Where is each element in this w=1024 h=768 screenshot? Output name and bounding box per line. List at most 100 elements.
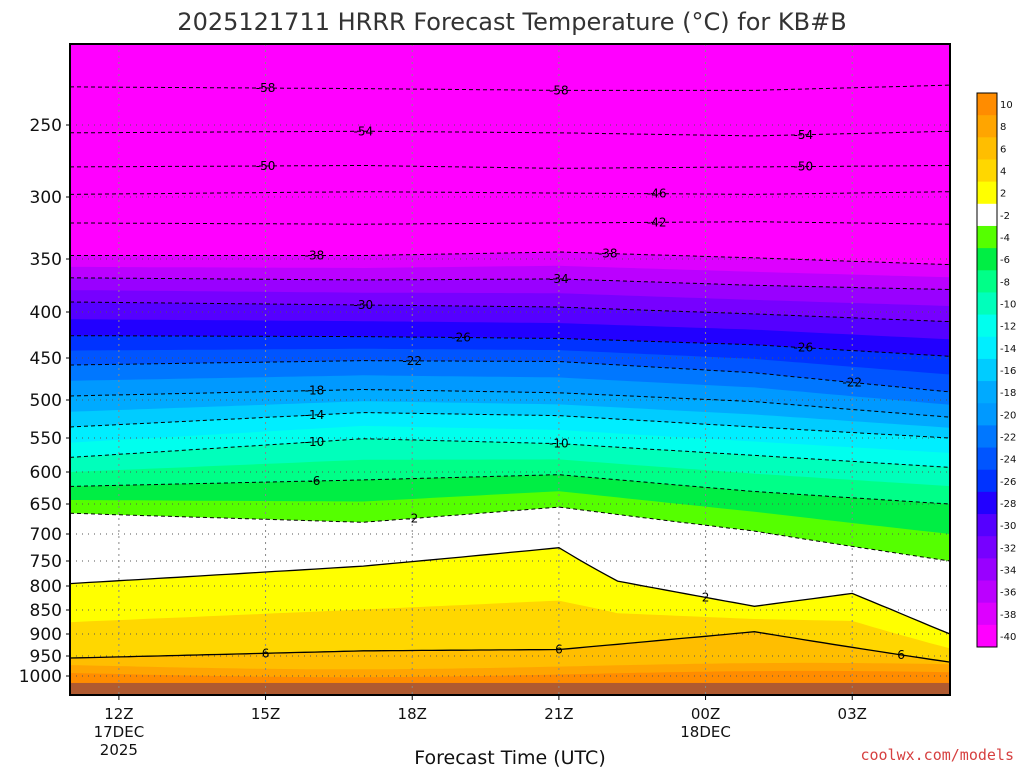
colorbar-cell: [977, 336, 997, 360]
colorbar-label: -8: [1000, 277, 1010, 288]
colorbar-cell: [977, 248, 997, 271]
contour-label: -26: [451, 331, 471, 345]
colorbar-label: -10: [1000, 300, 1016, 311]
contour-line: [70, 506, 950, 562]
contour-label: -30: [354, 298, 374, 312]
contour-label: -46: [647, 187, 667, 201]
colorbar-label: -2: [1000, 211, 1010, 222]
colorbar-cell: [977, 624, 997, 648]
colorbar-label: -12: [1000, 322, 1016, 333]
colorbar-cell: [977, 469, 997, 493]
contour-line: [70, 547, 950, 635]
contour-label: 6: [897, 648, 905, 662]
colorbar-cell: [977, 270, 997, 293]
colorbar-label: -38: [1000, 610, 1016, 621]
x-tick-label: 00Z: [691, 705, 720, 723]
colorbar-label: 6: [1000, 144, 1006, 155]
contour-label: -26: [794, 341, 814, 355]
y-tick-label: 850: [30, 601, 62, 621]
colorbar-cell: [977, 225, 997, 249]
contour-label: -50: [794, 160, 814, 174]
colorbar-label: 10: [1000, 100, 1013, 111]
x-tick-label: 03Z: [838, 705, 867, 723]
contour-label: -22: [402, 354, 422, 368]
contour-label: -58: [549, 83, 569, 97]
y-tick-label: 600: [30, 463, 62, 483]
colorbar-cell: [977, 159, 997, 183]
contour-line: [70, 631, 950, 663]
colorbar-cell: [977, 403, 997, 426]
colorbar-label: -20: [1000, 410, 1016, 421]
colorbar-cell: [977, 514, 997, 537]
credit-text: coolwx.com/models: [860, 746, 1014, 764]
contour-label: -10: [549, 437, 569, 451]
y-axis: 250 300 350 400 450 500 550 600 650 700 750 800 850 9…: [19, 116, 70, 687]
colorbar-label: -18: [1000, 388, 1016, 399]
colorbar-cell: [977, 93, 997, 116]
y-tick-label: 500: [30, 391, 62, 411]
contour-label: -54: [794, 128, 814, 142]
colorbar-cell: [977, 181, 997, 205]
y-tick-label: 550: [30, 429, 62, 449]
contour-label: -2: [406, 512, 418, 526]
x-axis-title: Forecast Time (UTC): [414, 747, 605, 768]
contour-label: -6: [308, 474, 320, 488]
x-tick-label: 12Z: [104, 705, 133, 723]
contour-label: -42: [647, 215, 667, 229]
contour-label: -10: [305, 435, 325, 449]
contour-label: -14: [305, 408, 325, 422]
colorbar-cell: [977, 558, 997, 582]
colorbar-cell: [977, 580, 997, 604]
contour-label: -18: [305, 384, 325, 398]
contour-label: -54: [354, 124, 374, 138]
colorbar-cell: [977, 292, 997, 316]
y-tick-label: 250: [30, 116, 62, 136]
colorbar-label: 4: [1000, 167, 1006, 178]
contour-label: -50: [256, 159, 276, 173]
x-tick-sublabel: 2025: [100, 741, 138, 759]
contour-label: -22: [842, 375, 862, 389]
contour-labels: -58 -58-54 -54-50 -50-46-42-38 -38-34-30-26-…: [256, 81, 905, 662]
grid-lines: [70, 44, 950, 695]
y-tick-label: 350: [30, 250, 62, 270]
x-tick-sublabel: 18DEC: [680, 723, 731, 741]
plot-frame: [69, 43, 951, 696]
contour-label: 6: [555, 643, 563, 657]
x-tick-label: 21Z: [544, 705, 573, 723]
colorbar-label: -14: [1000, 344, 1016, 355]
chart-title: 2025121711 HRRR Forecast Temperature (°C…: [177, 8, 846, 36]
colorbar-label: 2: [1000, 189, 1006, 200]
x-tick-label: 18Z: [398, 705, 427, 723]
colorbar-label: -16: [1000, 366, 1016, 377]
contour-label: -38: [598, 247, 618, 261]
contour-lines: [70, 84, 950, 663]
contour-label: -58: [256, 81, 276, 95]
colorbar-label: -26: [1000, 477, 1016, 488]
colorbar-frame: [976, 92, 998, 648]
colorbar-label: -36: [1000, 588, 1016, 599]
y-tick-label: 750: [30, 552, 62, 572]
contour-label: 2: [702, 590, 710, 604]
colorbar-label: -32: [1000, 543, 1016, 554]
colorbar-cell: [977, 602, 997, 626]
colorbar-cell: [977, 358, 997, 382]
colorbar-label: -24: [1000, 455, 1016, 466]
colorbar-cell: [977, 491, 997, 515]
contour-label: 6: [262, 646, 270, 660]
colorbar-cell: [977, 115, 997, 138]
colorbar-label: -4: [1000, 233, 1010, 244]
x-tick-sublabel: 17DEC: [94, 723, 145, 741]
ground-strip: [70, 682, 950, 695]
colorbar-label: -22: [1000, 432, 1016, 443]
colorbar-label: -40: [1000, 632, 1016, 643]
y-tick-label: 400: [30, 303, 62, 323]
y-tick-label: 300: [30, 188, 62, 208]
colorbar-cell: [977, 314, 997, 338]
colorbar-label: -30: [1000, 521, 1016, 532]
colorbar-cell: [977, 381, 997, 404]
y-tick-label: 950: [30, 647, 62, 667]
colorbar: 10 8 6 4 2 -2 -4 -6 -8 -10 -12 -14 -16 -18 -20 -22 -24 -2…: [976, 92, 1016, 648]
colorbar-cell: [977, 447, 997, 471]
colorbar-cell: [977, 425, 997, 449]
